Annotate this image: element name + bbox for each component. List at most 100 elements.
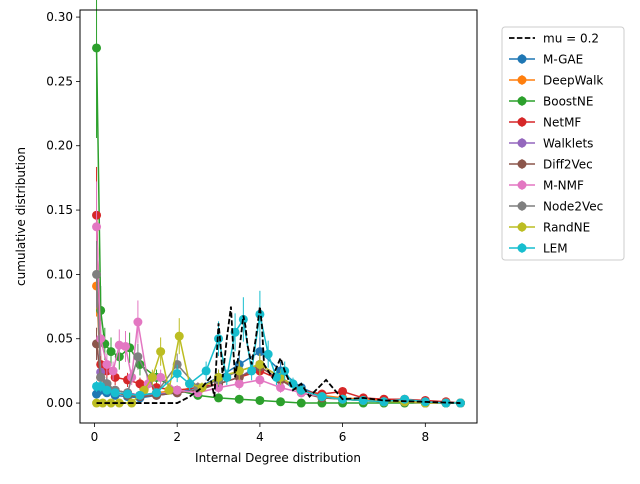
legend-item: RandNE bbox=[509, 221, 590, 235]
data-point bbox=[379, 397, 389, 407]
legend-item: M-GAE bbox=[509, 53, 583, 67]
y-tick-label: 0.25 bbox=[46, 74, 73, 88]
data-point bbox=[214, 383, 224, 393]
legend-marker bbox=[517, 222, 527, 232]
y-tick-label: 0.20 bbox=[46, 139, 73, 153]
data-point bbox=[133, 317, 143, 327]
data-point bbox=[201, 366, 211, 376]
legend-item: Node2Vec bbox=[509, 200, 603, 214]
data-point bbox=[133, 352, 143, 362]
legend-item: Walklets bbox=[509, 137, 593, 151]
data-point bbox=[172, 368, 182, 378]
data-point bbox=[222, 372, 232, 382]
legend-item: M-NMF bbox=[509, 179, 584, 193]
data-point bbox=[135, 390, 145, 400]
legend-label: Walklets bbox=[543, 137, 593, 151]
data-point bbox=[164, 385, 174, 395]
legend-marker bbox=[517, 243, 527, 253]
legend-item: DeepWalk bbox=[509, 74, 603, 88]
data-point bbox=[92, 222, 102, 232]
y-tick-label: 0.05 bbox=[46, 332, 73, 346]
y-tick-label: 0.00 bbox=[46, 396, 73, 410]
data-point bbox=[120, 341, 130, 351]
data-point bbox=[255, 375, 265, 385]
data-point bbox=[185, 379, 195, 389]
data-point bbox=[400, 394, 410, 404]
legend-marker bbox=[517, 96, 527, 106]
data-point bbox=[156, 347, 166, 357]
legend-marker bbox=[517, 54, 527, 64]
y-axis-label: cumulative distribution bbox=[14, 147, 28, 286]
data-point bbox=[106, 398, 116, 408]
series-lem bbox=[92, 290, 465, 408]
data-point bbox=[234, 379, 244, 389]
data-point bbox=[255, 395, 265, 405]
legend-marker bbox=[517, 138, 527, 148]
data-point bbox=[172, 385, 182, 395]
legend-frame bbox=[501, 26, 625, 261]
x-tick-label: 4 bbox=[256, 430, 264, 444]
data-point bbox=[135, 379, 145, 389]
plot-frame bbox=[79, 9, 478, 424]
legend-label: LEM bbox=[543, 242, 568, 256]
legend-label: DeepWalk bbox=[543, 74, 603, 88]
legend-label: NetMF bbox=[543, 116, 581, 130]
legend-label: Diff2Vec bbox=[543, 158, 593, 172]
data-point bbox=[110, 388, 120, 398]
x-tick-label: 8 bbox=[421, 430, 429, 444]
x-tick-label: 0 bbox=[91, 430, 99, 444]
data-point bbox=[152, 388, 162, 398]
legend-item: Diff2Vec bbox=[509, 158, 593, 172]
data-point bbox=[102, 385, 112, 395]
series-line bbox=[95, 47, 461, 404]
data-point bbox=[234, 394, 244, 404]
legend-label: mu = 0.2 bbox=[543, 32, 599, 46]
data-point bbox=[106, 347, 116, 357]
data-point bbox=[147, 372, 157, 382]
data-point bbox=[123, 389, 133, 399]
y-tick-label: 0.30 bbox=[46, 10, 73, 24]
data-point bbox=[156, 372, 166, 382]
legend-marker bbox=[517, 159, 527, 169]
x-axis-label: Internal Degree distribution bbox=[195, 451, 361, 465]
legend-marker bbox=[517, 180, 527, 190]
data-point bbox=[338, 386, 348, 396]
data-point bbox=[102, 359, 112, 369]
x-tick-label: 6 bbox=[339, 430, 347, 444]
data-point bbox=[255, 347, 265, 357]
y-tick-label: 0.15 bbox=[46, 203, 73, 217]
data-point bbox=[174, 331, 184, 341]
legend-label: M-GAE bbox=[543, 53, 583, 67]
data-point bbox=[214, 393, 224, 403]
legend-item: LEM bbox=[509, 242, 568, 256]
legend-label: BoostNE bbox=[543, 95, 593, 109]
data-point bbox=[214, 372, 224, 382]
series-boostne bbox=[92, 0, 465, 408]
legend-label: RandNE bbox=[543, 221, 590, 235]
data-point bbox=[96, 334, 106, 344]
data-point bbox=[98, 398, 108, 408]
data-point bbox=[96, 372, 106, 382]
data-point bbox=[296, 398, 306, 408]
data-point bbox=[317, 392, 327, 402]
data-point bbox=[276, 383, 286, 393]
data-point bbox=[441, 398, 451, 408]
data-point bbox=[247, 366, 257, 376]
data-point bbox=[255, 309, 265, 319]
series-m-gae bbox=[92, 337, 465, 408]
legend: mu = 0.2 M-GAE DeepWalk BoostNE NetMF Walklet… bbox=[501, 26, 625, 261]
legend-item: mu = 0.2 bbox=[509, 32, 599, 46]
data-point bbox=[255, 359, 265, 369]
legend-item: NetMF bbox=[509, 116, 581, 130]
data-point bbox=[108, 366, 118, 376]
legend-marker bbox=[517, 201, 527, 211]
data-point bbox=[92, 269, 102, 279]
legend-label: Node2Vec bbox=[543, 200, 603, 214]
legend-label: M-NMF bbox=[543, 179, 584, 193]
data-point bbox=[92, 43, 102, 53]
legend-marker bbox=[517, 117, 527, 127]
legend-item: BoostNE bbox=[509, 95, 593, 109]
reference-line bbox=[96, 306, 461, 404]
data-point bbox=[276, 397, 286, 407]
